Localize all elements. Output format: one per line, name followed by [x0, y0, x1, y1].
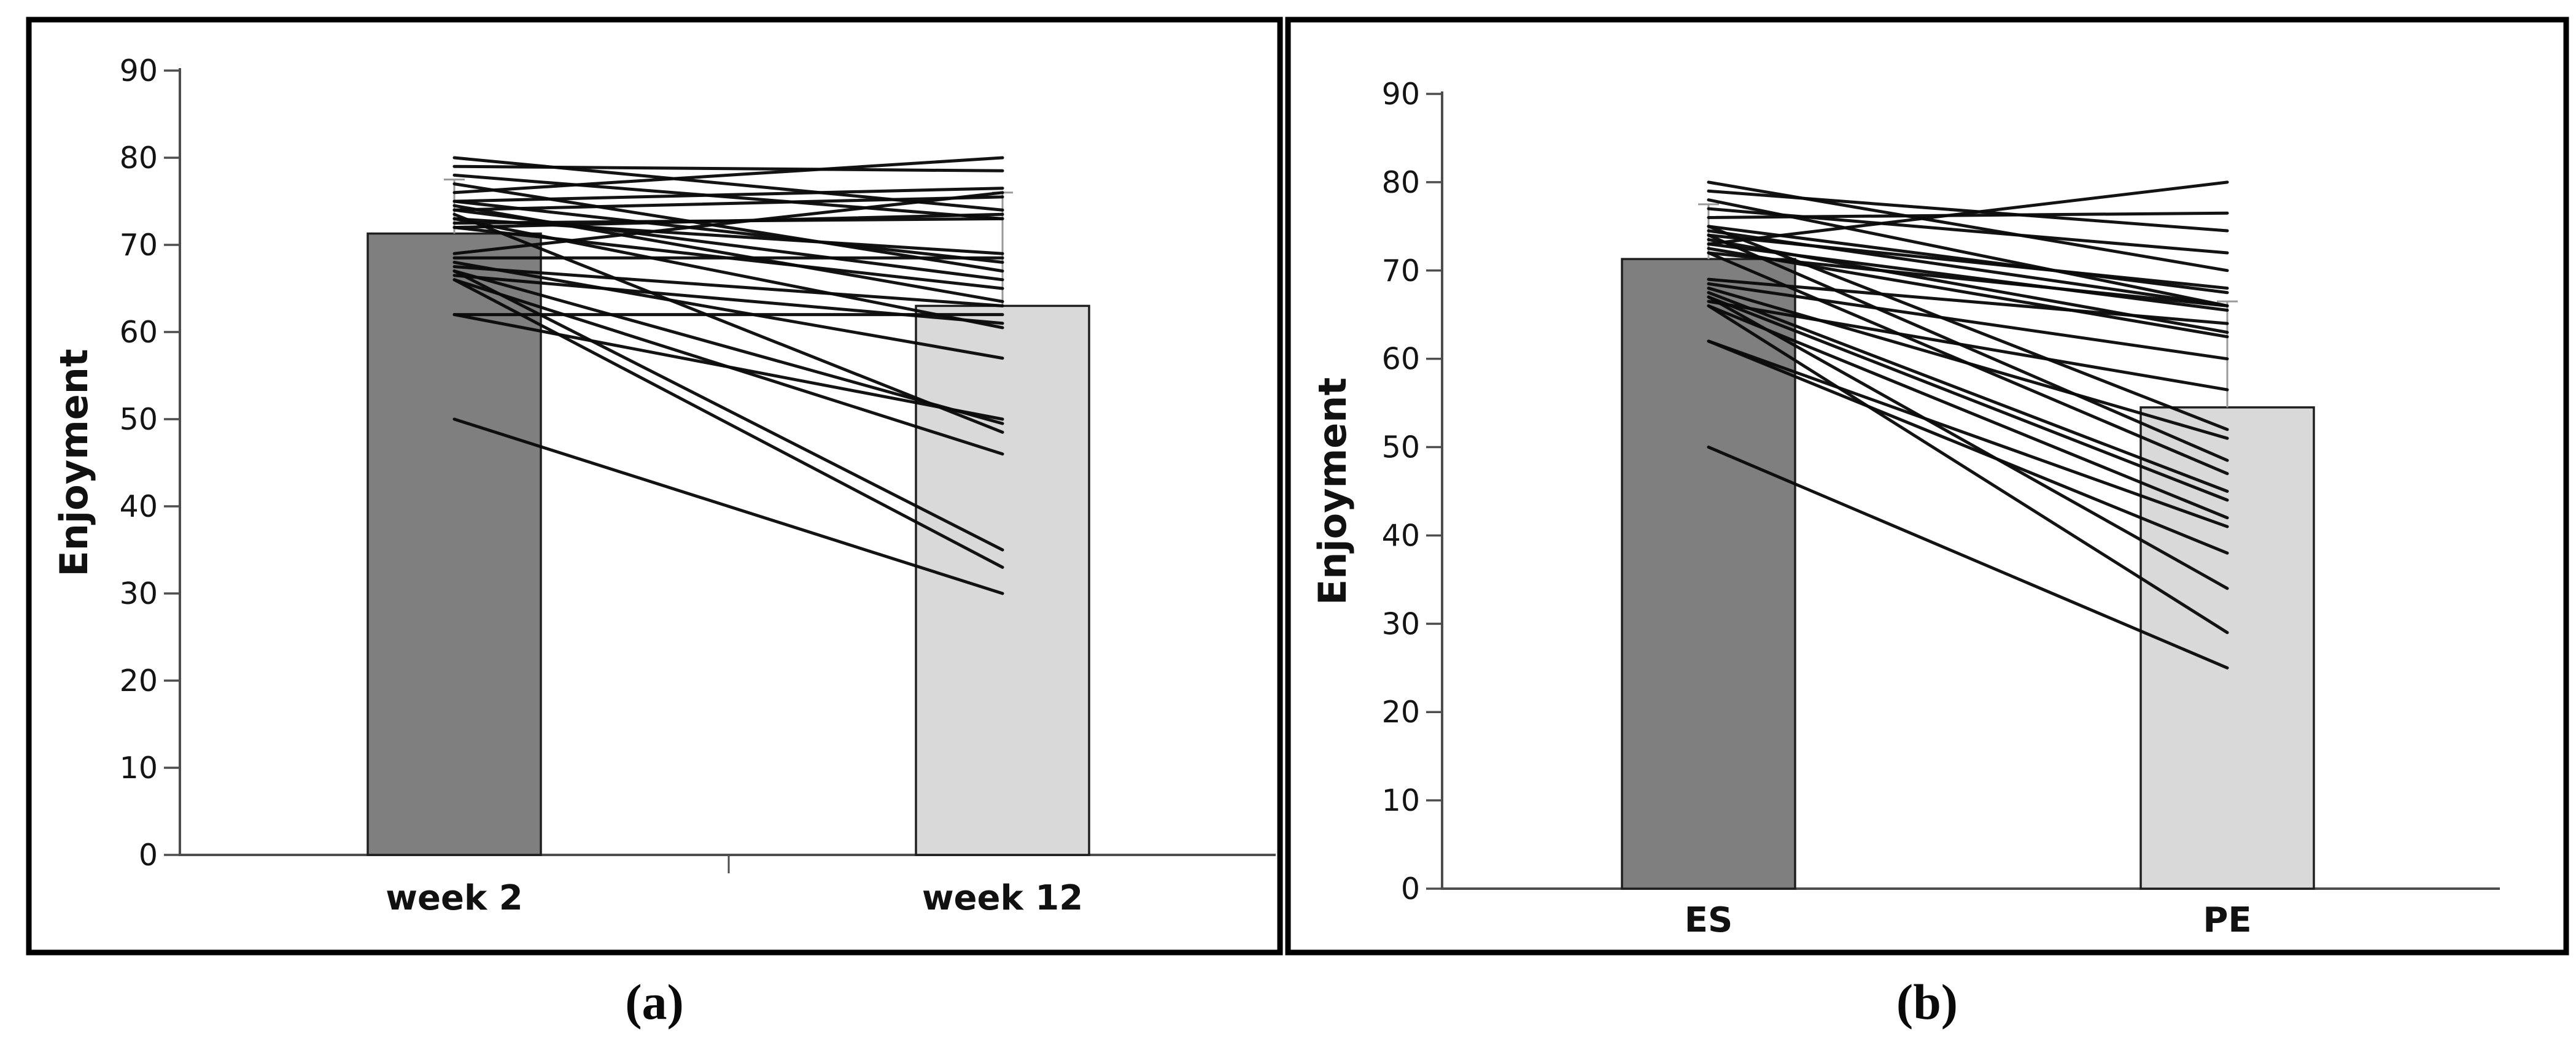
panel-b-bar-es [1621, 258, 1796, 890]
panel-b-participant-line [1707, 251, 2229, 307]
panel-b-participant-line [1707, 339, 2229, 555]
panel-a-participant-line [452, 265, 1004, 307]
panel-a-participant-line [452, 212, 1004, 230]
panel-b-participant-line [1707, 339, 2229, 528]
panel-b-participant-line [1707, 189, 2229, 233]
panel-b-y-tick-label: 30 [1382, 606, 1420, 641]
panel-b-y-tick-label: 70 [1382, 253, 1420, 288]
panel-a-participant-line [452, 191, 1004, 255]
panel-b-participant-line [1707, 233, 2229, 290]
panel-b-category-label: PE [2203, 900, 2251, 940]
panel-a-bar-week-2 [367, 232, 542, 856]
panel-a-participant-line [452, 260, 1004, 360]
panel-b-bar-pe [2140, 406, 2315, 890]
panel-a-y-tick-label: 70 [120, 228, 158, 263]
panel-a-y-tick-label: 0 [139, 838, 158, 873]
panel-b-y-tick-label: 10 [1382, 783, 1420, 818]
panel-b-y-tick-label: 80 [1382, 165, 1420, 200]
panel-b-caption: (b) [1896, 974, 1958, 1030]
panel-b-participant-line [1707, 295, 2229, 590]
panel-a-border [26, 17, 1283, 956]
panel-a-participant-line [452, 313, 1004, 421]
panel-b-participant-line [1707, 304, 2229, 635]
panel-a-y-tick-label: 40 [120, 489, 158, 524]
panel-b-border [1285, 17, 2569, 956]
panel-b-participant-line [1707, 287, 2229, 440]
panel-b-participant-line [1707, 282, 2229, 361]
panel-a-participant-line [452, 164, 1004, 172]
panel-a-participant-line [452, 278, 1004, 569]
panel-a-caption: (a) [625, 974, 684, 1030]
panel-b-participant-line [1707, 291, 2229, 493]
panel-b-participant-line [1707, 299, 2229, 392]
panel-b-participant-line [1707, 304, 2229, 520]
panel-a-participant-line [452, 269, 1004, 552]
panel-a-category-label: week 12 [922, 878, 1083, 918]
panel-a-y-tick-label: 50 [120, 402, 158, 437]
panel-b-participant-line [1707, 446, 2229, 670]
panel-a-y-tick-label: 90 [120, 53, 158, 88]
panel-b-y-tick-label: 60 [1382, 342, 1420, 377]
panel-b-y-tick-label: 50 [1382, 430, 1420, 465]
panel-a-participant-line [452, 212, 1004, 434]
panel-b-participant-line [1707, 233, 2229, 462]
panel-b-y-tick-label: 20 [1382, 695, 1420, 730]
panel-a-participant-line [452, 417, 1004, 595]
panel-b-y-tick-label: 40 [1382, 518, 1420, 553]
panel-b-participant-line [1707, 242, 2229, 312]
panel-a-y-tick-label: 80 [120, 141, 158, 176]
panel-a-y-tick-label: 30 [120, 576, 158, 611]
panel-a-participant-line [452, 187, 1004, 203]
panel-a-participant-line [452, 269, 1004, 425]
panel-b-y-tick-label: 0 [1401, 871, 1420, 906]
panel-a-y-tick-label: 10 [120, 751, 158, 786]
panel-b-category-label: ES [1685, 900, 1733, 940]
panel-a-y-tick-label: 60 [120, 315, 158, 350]
panel-a-y-axis-title: Enjoyment [52, 349, 96, 576]
panel-b-participant-line [1707, 295, 2229, 502]
panel-b-participant-line [1707, 180, 2229, 246]
panel-b-participant-line [1707, 225, 2229, 295]
panel-a-participant-line [452, 195, 1004, 212]
panel-a-participant-line [452, 199, 1004, 264]
panel-b-participant-line [1707, 211, 2229, 219]
panel-b-participant-line [1707, 277, 2229, 325]
panel-b-y-axis-title: Enjoyment [1310, 377, 1355, 605]
panel-a-y-tick-label: 20 [120, 663, 158, 698]
panel-a-participant-line [452, 173, 1004, 220]
panel-b-y-tick-label: 90 [1382, 77, 1420, 112]
panel-a-participant-line [452, 156, 1004, 195]
panel-a-category-label: week 2 [386, 878, 522, 918]
panel-a-bar-week-12 [915, 304, 1090, 856]
